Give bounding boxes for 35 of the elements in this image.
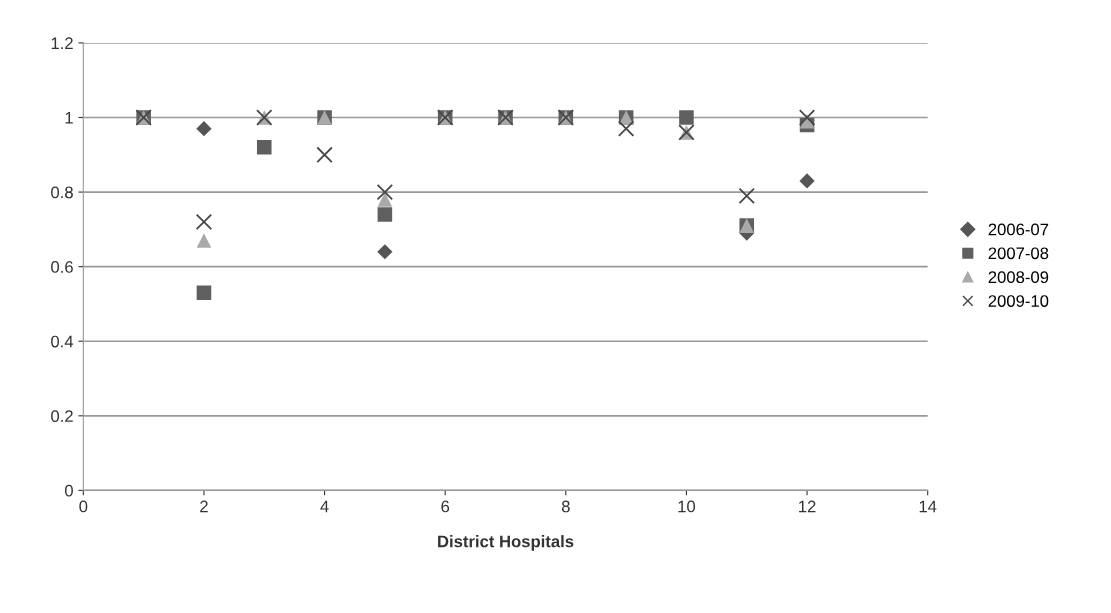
y-tick-label: 1.2: [51, 37, 73, 49]
x-tick-label: 10: [678, 500, 696, 513]
y-tick-label: 0.8: [51, 186, 73, 199]
x-tick-label: 2: [200, 500, 208, 513]
y-tick-label: 1: [65, 112, 73, 124]
legend-label: 2007-08: [988, 247, 1049, 260]
x-tick-label: 8: [561, 500, 570, 513]
point: [679, 110, 694, 125]
point: [377, 207, 393, 222]
legend-label: 2009-10: [988, 295, 1049, 307]
point: [196, 285, 212, 301]
point: [196, 121, 212, 137]
x-tick-label: 12: [799, 500, 816, 513]
legend-label: 2008-09: [988, 271, 1049, 284]
point: [798, 109, 816, 126]
point: [195, 213, 213, 231]
x-tick-label: 14: [919, 500, 937, 513]
point: [377, 192, 393, 207]
x-tick-label: 4: [320, 500, 329, 513]
point: [256, 140, 272, 155]
x-tick-label: 6: [441, 500, 450, 513]
y-tick-label: 0: [64, 484, 73, 497]
x-tick-label: 0: [79, 500, 88, 513]
point: [316, 146, 333, 163]
point: [196, 233, 212, 248]
legend-label: 2006-07: [988, 223, 1049, 236]
point: [738, 187, 755, 204]
point: [377, 244, 393, 260]
y-tick-label: 0.2: [51, 410, 73, 423]
point: [617, 120, 635, 137]
y-tick-label: 0.6: [51, 261, 73, 273]
point: [376, 183, 394, 201]
y-tick-label: 0.4: [51, 335, 74, 348]
point: [799, 173, 815, 189]
x-axis-title: District Hospitals: [438, 535, 574, 551]
